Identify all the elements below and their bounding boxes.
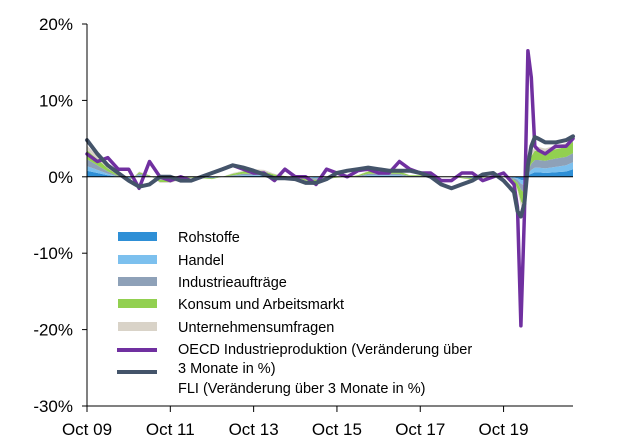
series-lines xyxy=(85,48,575,328)
y-tick-label: 20% xyxy=(39,15,73,34)
legend: Rohstoffe Handel Industrieaufträge Konsum u… xyxy=(117,230,472,397)
legend-swatch xyxy=(118,277,157,286)
legend-swatch xyxy=(118,299,157,308)
y-tick-label: 10% xyxy=(39,91,73,110)
fli-line xyxy=(85,134,575,219)
oecd-industrial-production-line xyxy=(85,48,575,328)
y-tick-label: -30% xyxy=(33,397,73,416)
legend-swatch xyxy=(118,232,157,241)
x-axis-ticks: Oct 09 Oct 11 Oct 13 Oct 15 Oct 17 Oct 19 xyxy=(62,406,529,439)
legend-label: Industrieaufträge xyxy=(178,275,287,291)
x-tick-label: Oct 19 xyxy=(479,420,529,439)
legend-label: Unternehmensumfragen xyxy=(178,320,334,336)
x-tick-label: Oct 15 xyxy=(312,420,362,439)
legend-label: Handel xyxy=(178,253,224,269)
y-tick-label: -10% xyxy=(33,244,73,263)
y-tick-label: 0% xyxy=(48,168,73,187)
y-axis-ticks: 20% 10% 0% -10% -20% -30% xyxy=(33,15,87,416)
y-tick-label: -20% xyxy=(33,321,73,340)
x-tick-label: Oct 13 xyxy=(229,420,279,439)
legend-swatch xyxy=(118,322,157,331)
x-tick-label: Oct 09 xyxy=(62,420,112,439)
legend-swatch xyxy=(118,255,157,264)
legend-label-continued: 3 Monate in %) xyxy=(178,361,276,377)
legend-label: Konsum und Arbeitsmarkt xyxy=(178,297,344,313)
x-tick-label: Oct 11 xyxy=(146,420,195,439)
legend-label: FLI (Veränderung über 3 Monate in %) xyxy=(178,381,425,397)
legend-label: OECD Industrieproduktion (Veränderung üb… xyxy=(178,342,472,358)
legend-label: Rohstoffe xyxy=(178,230,240,246)
x-tick-label: Oct 17 xyxy=(395,420,445,439)
